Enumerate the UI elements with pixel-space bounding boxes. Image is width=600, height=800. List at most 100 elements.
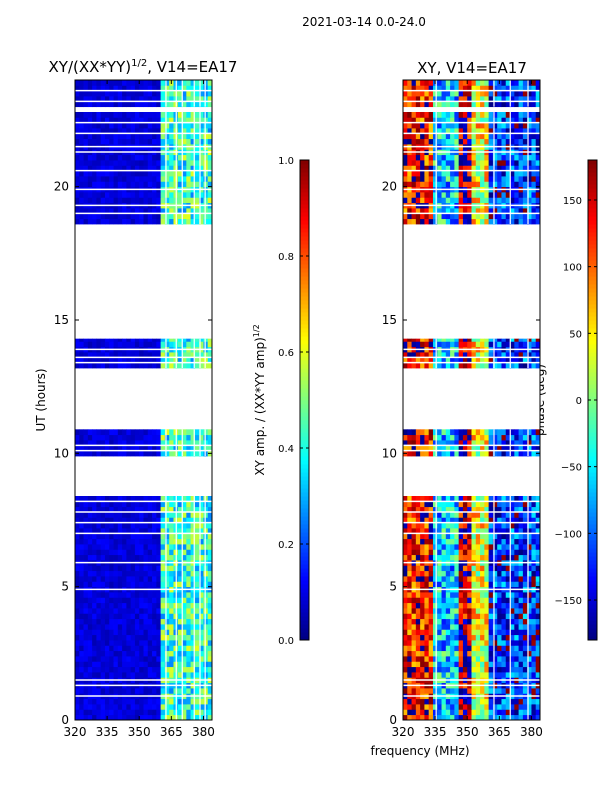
colorbar-tick-label: 0 — [576, 396, 582, 407]
colorbar-segment — [588, 164, 597, 169]
colorbar-segment — [588, 260, 597, 265]
figure-suptitle: 2021-03-14 0.0-24.0 — [302, 15, 426, 29]
colorbar-segment — [300, 328, 309, 333]
data-block — [403, 496, 541, 721]
data-block — [75, 112, 213, 225]
panel1-title-main: XY/(XX*YY) — [49, 58, 132, 76]
colorbar-segment — [300, 388, 309, 393]
colorbar-tick-label: 0.0 — [278, 636, 294, 647]
colorbar-segment — [588, 240, 597, 245]
colorbar-segment — [300, 516, 309, 521]
colorbar-segment — [300, 296, 309, 301]
colorbar-segment — [588, 380, 597, 385]
colorbar-segment — [588, 580, 597, 585]
panel1-title-suffix: , V14=EA17 — [147, 58, 237, 76]
x-tick-label: 380 — [520, 725, 543, 739]
colorbar-tick-label: −50 — [561, 463, 582, 474]
data-block — [75, 80, 213, 108]
colorbar-segment — [300, 264, 309, 269]
colorbar-segment — [588, 296, 597, 301]
colorbar-tick-label: 150 — [563, 196, 582, 207]
colorbar-segment — [588, 508, 597, 513]
colorbar-segment — [300, 396, 309, 401]
colorbar-segment — [588, 308, 597, 313]
colorbar-segment — [588, 216, 597, 221]
y-tick-label: 10 — [382, 446, 397, 460]
colorbar1-label-exponent: 1/2 — [252, 324, 261, 337]
colorbar-segment — [588, 476, 597, 481]
colorbar-segment — [300, 552, 309, 557]
colorbar-segment — [588, 236, 597, 241]
colorbar-segment — [300, 356, 309, 361]
colorbar-segment — [300, 304, 309, 309]
data-block — [75, 338, 213, 369]
colorbar-segment — [300, 372, 309, 377]
colorbar-segment — [300, 276, 309, 281]
colorbar-segment — [300, 280, 309, 285]
colorbar-segment — [588, 416, 597, 421]
colorbar-segment — [300, 496, 309, 501]
colorbar-segment — [300, 168, 309, 173]
colorbar-tick-label: 0.6 — [278, 348, 294, 359]
colorbar-segment — [588, 428, 597, 433]
colorbar-segment — [588, 252, 597, 257]
x-tick-label: 335 — [96, 725, 119, 739]
colorbar-segment — [300, 548, 309, 553]
colorbar-segment — [300, 256, 309, 261]
colorbar-tick-label: 1.0 — [278, 156, 294, 167]
colorbar-segment — [300, 172, 309, 177]
colorbar-segment — [300, 484, 309, 489]
colorbar-segment — [588, 284, 597, 289]
colorbar-segment — [588, 196, 597, 201]
colorbar-segment — [300, 204, 309, 209]
colorbar-segment — [300, 532, 309, 537]
colorbar-segment — [588, 424, 597, 429]
colorbar-segment — [588, 404, 597, 409]
colorbar-segment — [588, 376, 597, 381]
colorbar-segment — [300, 412, 309, 417]
panel1-title: XY/(XX*YY)1/2, V14=EA17 — [49, 58, 238, 76]
colorbar-segment — [300, 504, 309, 509]
colorbar-segment — [300, 624, 309, 629]
colorbar-segment — [300, 612, 309, 617]
colorbar-segment — [300, 480, 309, 485]
data-block — [403, 429, 541, 457]
colorbar-segment — [300, 380, 309, 385]
colorbar-tick-label: 100 — [563, 263, 582, 274]
colorbar-segment — [588, 620, 597, 625]
colorbar-segment — [588, 520, 597, 525]
colorbar-segment — [300, 420, 309, 425]
colorbar-segment — [588, 200, 597, 205]
x-tick-label: 335 — [424, 725, 447, 739]
colorbar2: −150 −100 −50 0 50 100 150 — [555, 159, 598, 641]
colorbar-segment — [588, 332, 597, 337]
colorbar1-label: XY amp. / (XX*YY amp)1/2 — [252, 324, 267, 475]
colorbar-segment — [588, 172, 597, 177]
colorbar-segment — [588, 556, 597, 561]
colorbar-segment — [588, 160, 597, 165]
colorbar-segment — [588, 584, 597, 589]
colorbar-segment — [300, 416, 309, 421]
colorbar-tick-label: 0.8 — [278, 252, 294, 263]
colorbar-segment — [588, 492, 597, 497]
data-block — [75, 496, 213, 721]
colorbar-segment — [300, 348, 309, 353]
data-block — [403, 338, 541, 369]
colorbar-segment — [588, 616, 597, 621]
colorbar-segment — [300, 244, 309, 249]
colorbar-segment — [300, 568, 309, 573]
colorbar-segment — [300, 460, 309, 465]
colorbar-segment — [300, 528, 309, 533]
colorbar-segment — [300, 572, 309, 577]
colorbar-segment — [588, 360, 597, 365]
colorbar-segment — [588, 512, 597, 517]
colorbar-segment — [588, 596, 597, 601]
colorbar-segment — [300, 424, 309, 429]
y-tick-label: 20 — [382, 180, 397, 194]
colorbar-segment — [300, 444, 309, 449]
y-tick-label: 5 — [389, 580, 397, 594]
colorbar-segment — [300, 524, 309, 529]
y-tick-label: 20 — [54, 180, 69, 194]
colorbar-segment — [588, 268, 597, 273]
colorbar-segment — [588, 456, 597, 461]
